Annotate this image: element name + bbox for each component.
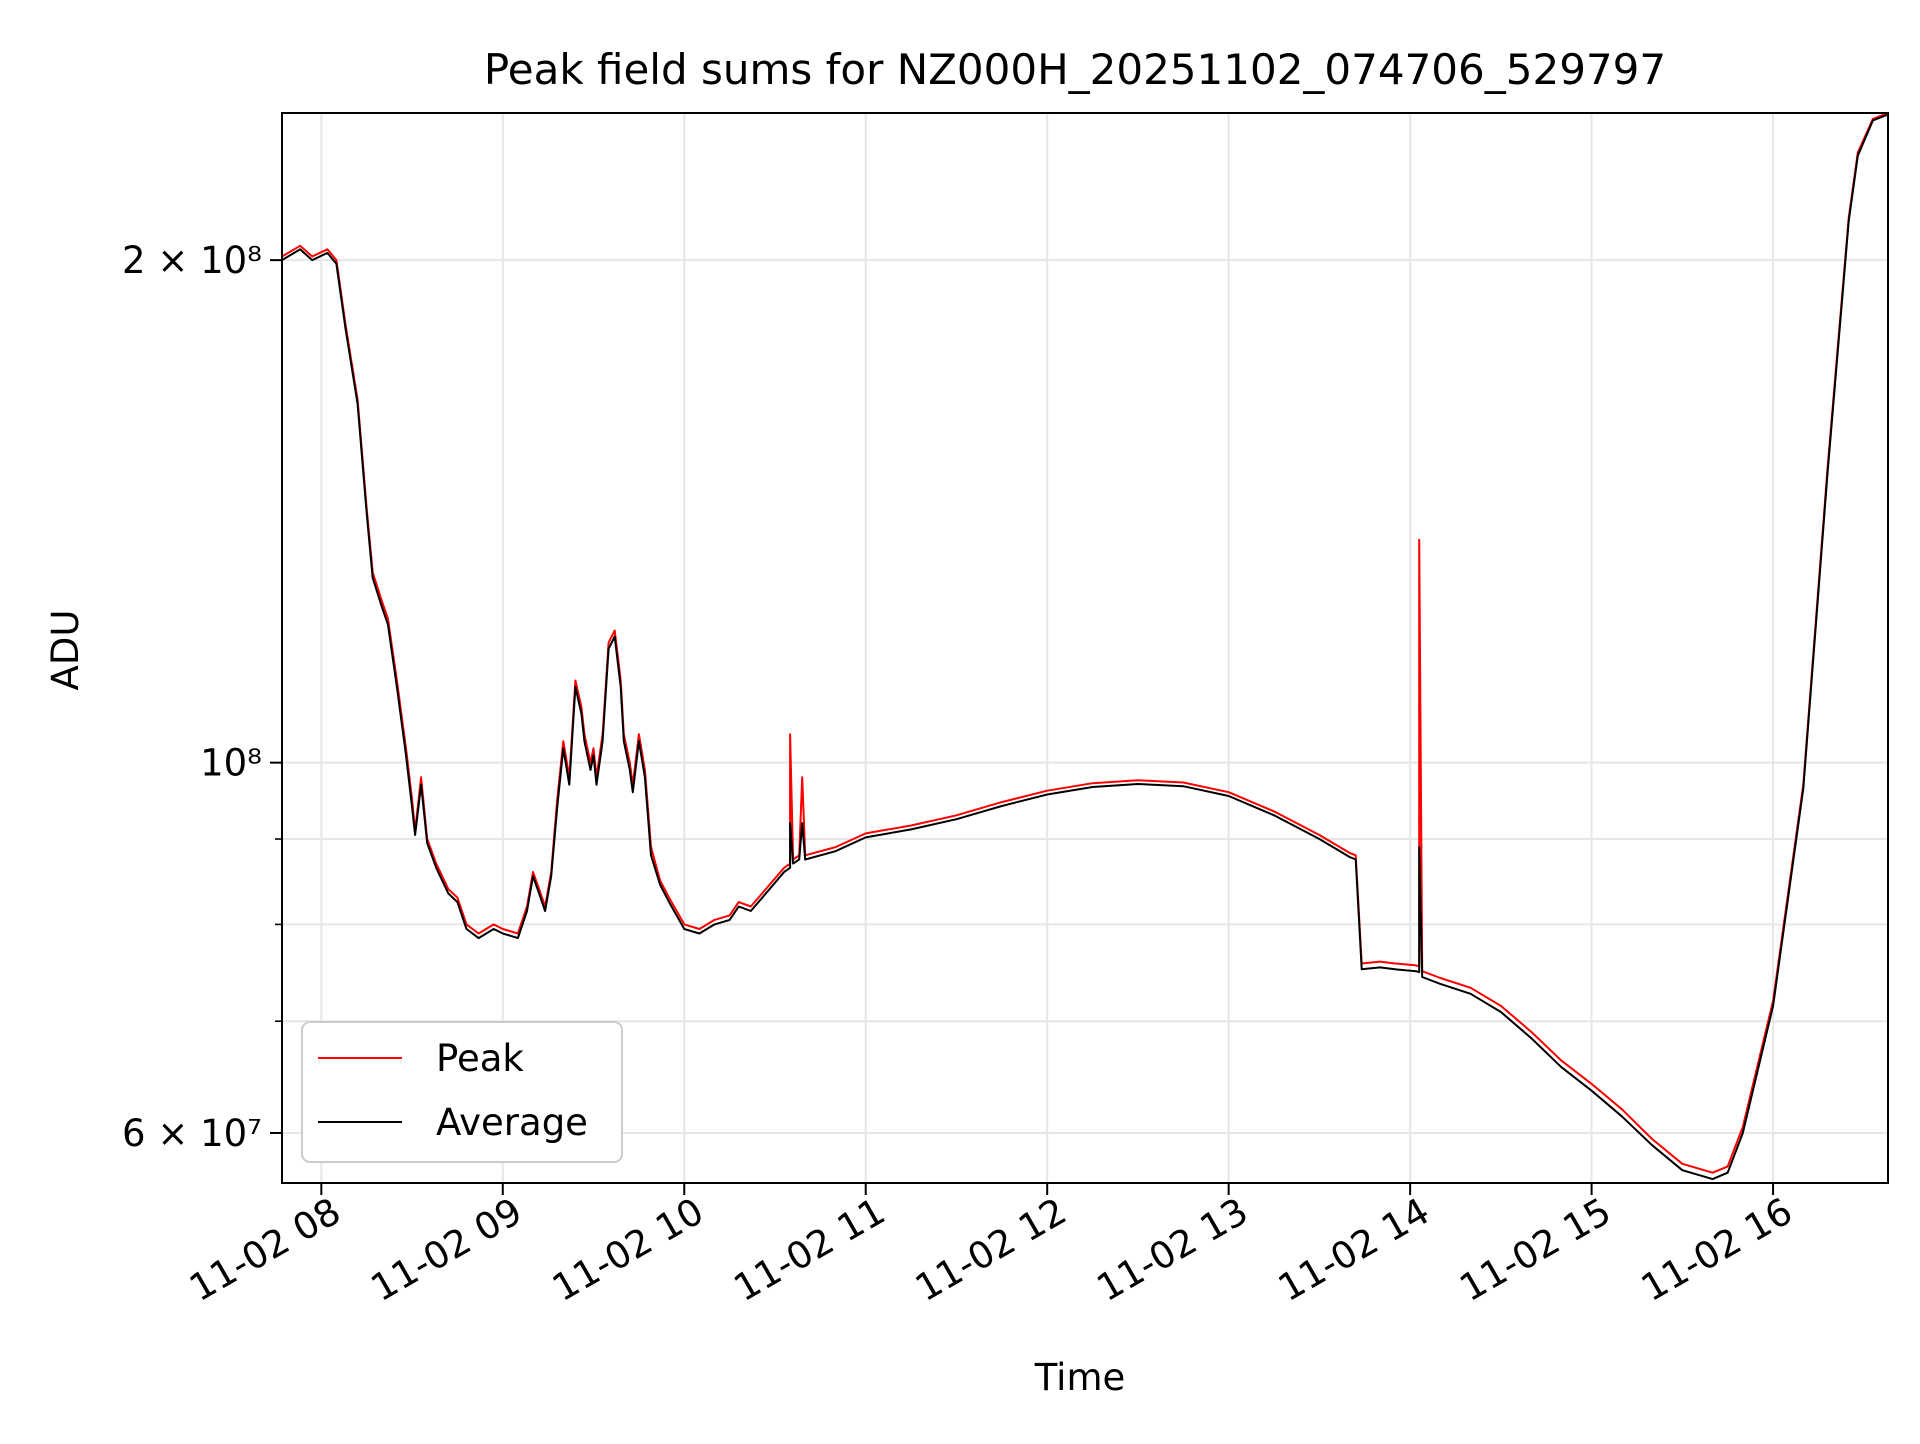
grid — [282, 113, 1888, 1183]
plot-frame — [281, 112, 1889, 1184]
legend-label-average: Average — [436, 1101, 588, 1144]
y-tick-label: 6 × 10⁷ — [122, 1112, 262, 1155]
series-line-average — [281, 113, 1889, 1181]
series-layer — [281, 112, 1889, 1181]
y-tick-label: 10⁸ — [200, 742, 262, 785]
legend: Peak Average — [301, 1021, 623, 1163]
chart-title: Peak field sums for NZ000H_20251102_0747… — [484, 45, 1666, 94]
y-axis-label: ADU — [44, 610, 87, 691]
x-axis-label: Time — [1034, 1356, 1126, 1399]
legend-label-peak: Peak — [436, 1037, 524, 1080]
series-line-peak — [281, 112, 1889, 1174]
y-tick-label: 2 × 10⁸ — [122, 239, 262, 282]
